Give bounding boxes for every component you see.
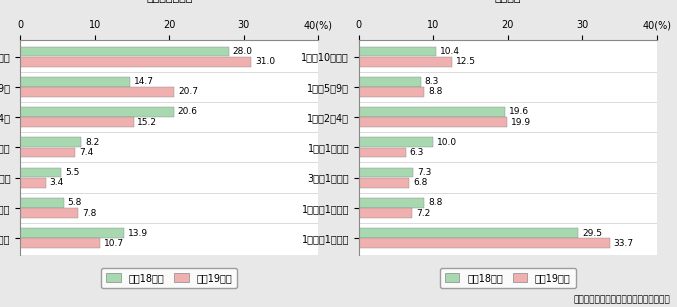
Bar (359, 228, 578, 238)
Bar (359, 198, 424, 208)
Text: 8.2: 8.2 (85, 138, 100, 147)
Text: 総務省「通信利用動向調査」により作成: 総務省「通信利用動向調査」により作成 (573, 295, 670, 304)
Text: 19.9: 19.9 (510, 118, 531, 127)
Bar (20, 168, 62, 177)
Bar (359, 168, 413, 177)
Text: 7.8: 7.8 (82, 208, 97, 218)
Text: 14.7: 14.7 (133, 77, 154, 86)
Text: 8.3: 8.3 (424, 77, 439, 86)
Bar (359, 117, 507, 127)
Bar (20, 77, 130, 87)
Bar (359, 137, 433, 147)
Bar (20, 107, 174, 117)
Bar (359, 107, 505, 117)
Text: 7.2: 7.2 (416, 208, 431, 218)
Bar (20, 57, 251, 67)
Bar (359, 239, 610, 248)
Bar (359, 208, 412, 218)
Legend: 平成18年末, 平成19年末: 平成18年末, 平成19年末 (440, 268, 575, 288)
Text: 8.8: 8.8 (428, 198, 443, 207)
Bar (20, 198, 64, 208)
Text: 15.2: 15.2 (137, 118, 157, 127)
Bar (20, 117, 133, 127)
Text: 8.8: 8.8 (428, 87, 443, 96)
Bar (359, 148, 406, 157)
Text: 7.3: 7.3 (417, 168, 431, 177)
Text: 10.7: 10.7 (104, 239, 124, 248)
Bar (20, 239, 100, 248)
Bar (20, 208, 79, 218)
Text: 20.6: 20.6 (177, 107, 198, 116)
Bar (20, 87, 175, 97)
Text: 7.4: 7.4 (79, 148, 93, 157)
Bar (20, 47, 229, 56)
Text: 6.3: 6.3 (410, 148, 424, 157)
Bar (20, 178, 45, 188)
Text: 5.8: 5.8 (67, 198, 82, 207)
Text: 13.9: 13.9 (127, 228, 148, 238)
Bar (359, 57, 452, 67)
Text: 6.8: 6.8 (413, 178, 428, 187)
Text: 28.0: 28.0 (233, 47, 253, 56)
Bar (20, 228, 124, 238)
Text: 5.5: 5.5 (65, 168, 79, 177)
Text: 12.5: 12.5 (456, 57, 476, 66)
Title: 自宅のパソコン: 自宅のパソコン (146, 0, 192, 3)
Bar (359, 87, 424, 97)
Bar (359, 77, 420, 87)
Legend: 平成18年末, 平成19年末: 平成18年末, 平成19年末 (102, 268, 237, 288)
Title: 携帯電話: 携帯電話 (494, 0, 521, 3)
Text: 10.4: 10.4 (440, 47, 460, 56)
Bar (20, 148, 75, 157)
Bar (20, 137, 81, 147)
Text: 19.6: 19.6 (508, 107, 529, 116)
Text: 33.7: 33.7 (613, 239, 634, 248)
Text: 3.4: 3.4 (49, 178, 64, 187)
Text: 31.0: 31.0 (255, 57, 275, 66)
Text: 20.7: 20.7 (178, 87, 198, 96)
Bar (359, 178, 410, 188)
Bar (359, 47, 436, 56)
Text: 29.5: 29.5 (582, 228, 603, 238)
Text: 10.0: 10.0 (437, 138, 457, 147)
